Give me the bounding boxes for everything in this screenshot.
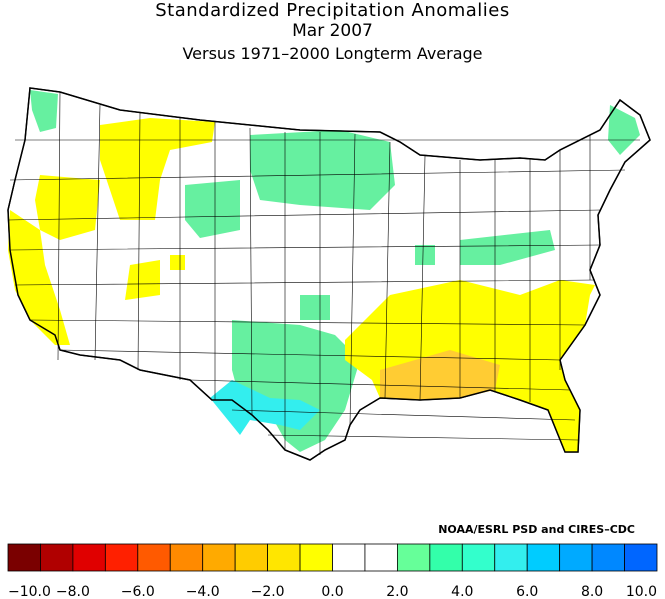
legend-bin [526,543,561,572]
legend-tick-label: 4.0 [451,584,473,599]
region-washington-wet [30,90,58,132]
map-fills [7,87,651,461]
legend-tick-label: 8.0 [581,584,603,599]
region-northern-plains-wet [250,130,395,210]
legend-tick-label: −4.0 [186,584,220,599]
legend-bin [591,543,625,572]
legend-bin [332,543,366,572]
legend-bin [104,543,139,572]
legend-bin [299,543,333,572]
legend-tick-label: −6.0 [121,584,155,599]
legend-tick-label: 6.0 [516,584,538,599]
region-utah2-dry [170,255,185,270]
region-indiana-wet [415,245,435,265]
map-subtitle-date: Mar 2007 [292,21,373,41]
region-northern-rockies-dry [100,118,215,220]
legend-bin [461,543,496,572]
color-scale-legend: −10.0 −8.0 −6.0 −4.0 −2.0 0.0 2.0 4.0 6.0 8.0 10.0 [7,543,658,599]
legend-tick-label: 2.0 [386,584,408,599]
legend-bin [40,543,74,572]
legend-bin [72,543,106,572]
legend-bins [7,543,658,572]
legend-tick-labels: −10.0 −8.0 −6.0 −4.0 −2.0 0.0 2.0 4.0 6.0 8.0 10.0 [8,584,657,599]
data-credit: NOAA/ESRL PSD and CIRES–CDC [438,523,635,536]
legend-bin [364,543,398,572]
legend-tick-label: −8.0 [56,584,90,599]
region-nm-tx-wet [232,320,360,452]
legend-tick-label: 0.0 [321,584,343,599]
region-california-dry [8,210,70,345]
region-west-texas-very-wet [210,380,320,435]
legend-bin [7,543,41,572]
climate-division-grid [7,91,640,455]
legend-tick-label: −10.0 [8,584,51,599]
legend-bin [202,543,236,572]
legend-bin [396,543,431,572]
legend-bin [267,543,301,572]
legend-tick-label: −2.0 [251,584,285,599]
legend-bin [559,543,593,572]
legend-bin [624,543,658,572]
region-ohio-valley-wet [460,230,555,265]
region-kansas-wet [300,295,330,320]
legend-bin [169,543,204,572]
legend-tick-label: 10.0 [626,584,657,599]
region-utah-dry [125,260,160,300]
us-climate-division-map [7,87,651,461]
us-outline [7,87,651,461]
legend-bin [494,543,528,572]
region-oregon-dry [35,175,100,240]
region-wyoming-wet [185,180,240,238]
map-title: Standardized Precipitation Anomalies [155,0,510,21]
map-subtitle-baseline: Versus 1971–2000 Longterm Average [182,44,483,63]
region-maine-wet [608,105,640,155]
legend-bin [234,543,268,572]
legend-bin [137,543,171,572]
legend-bin [429,543,463,572]
